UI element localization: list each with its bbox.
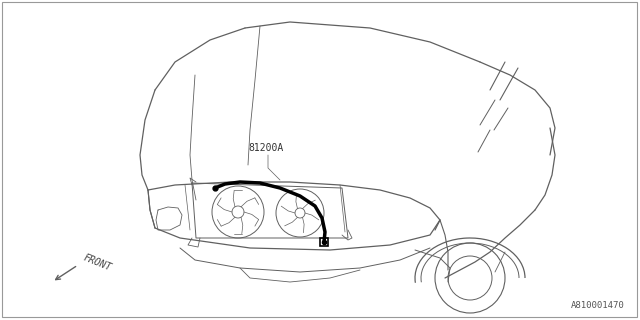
- Text: 81200A: 81200A: [248, 143, 284, 153]
- Text: A810001470: A810001470: [572, 301, 625, 310]
- Text: FRONT: FRONT: [82, 253, 113, 273]
